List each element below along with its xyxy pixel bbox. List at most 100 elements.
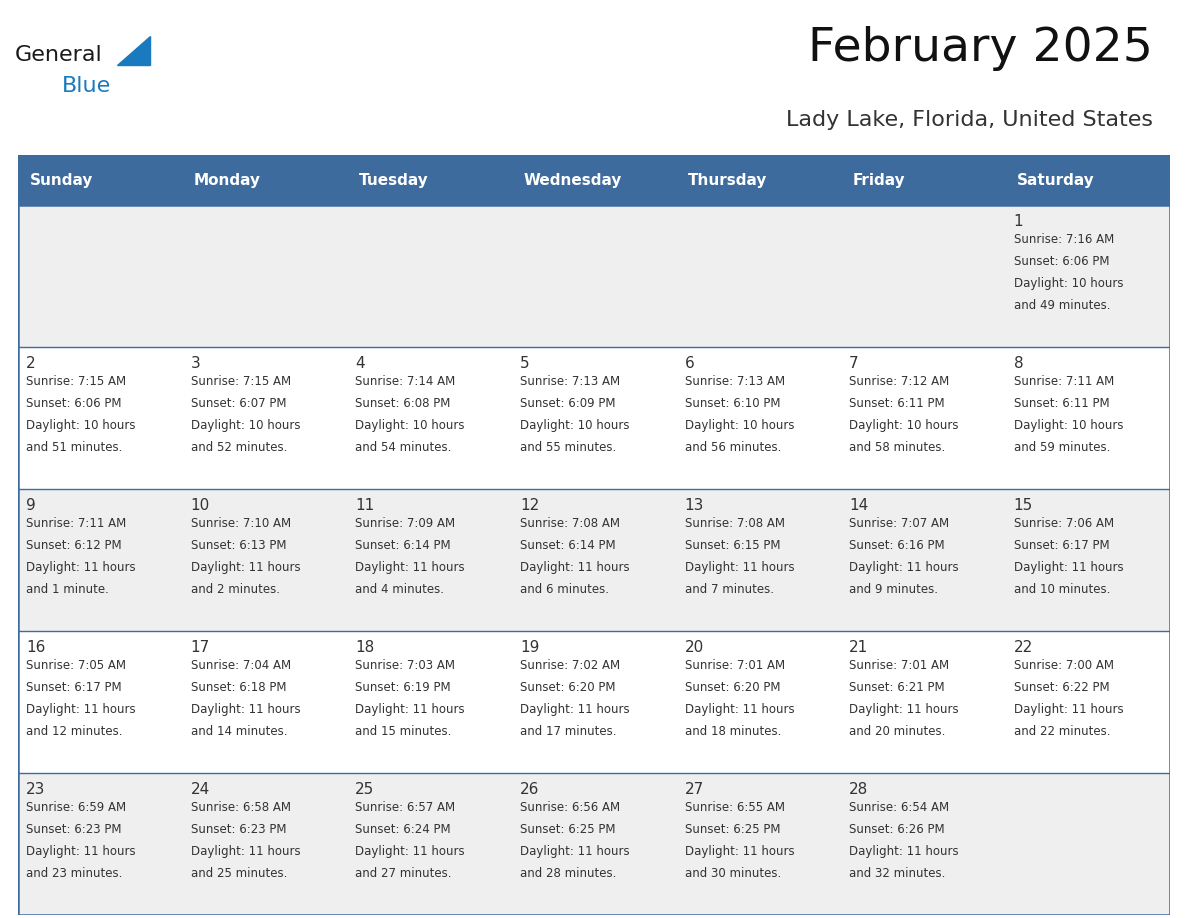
Text: 21: 21 (849, 640, 868, 655)
Text: 27: 27 (684, 781, 703, 797)
Bar (183, 773, 347, 915)
Text: and 55 minutes.: and 55 minutes. (520, 442, 617, 454)
Text: Daylight: 10 hours: Daylight: 10 hours (1013, 277, 1123, 290)
Text: Sunset: 6:23 PM: Sunset: 6:23 PM (26, 823, 121, 836)
Bar (676, 489, 841, 631)
Text: Sunrise: 7:03 AM: Sunrise: 7:03 AM (355, 659, 455, 672)
Text: 3: 3 (191, 355, 201, 371)
Text: 16: 16 (26, 640, 45, 655)
Text: and 32 minutes.: and 32 minutes. (849, 868, 946, 880)
Text: Sunset: 6:23 PM: Sunset: 6:23 PM (191, 823, 286, 836)
Text: Sunset: 6:08 PM: Sunset: 6:08 PM (355, 397, 450, 410)
Text: 9: 9 (26, 498, 36, 512)
Bar (676, 773, 841, 915)
Text: and 20 minutes.: and 20 minutes. (849, 725, 946, 738)
Bar (183, 347, 347, 489)
Text: Sunrise: 7:05 AM: Sunrise: 7:05 AM (26, 659, 126, 672)
Text: Daylight: 11 hours: Daylight: 11 hours (191, 703, 301, 716)
Text: Sunset: 6:12 PM: Sunset: 6:12 PM (26, 540, 122, 553)
Text: and 22 minutes.: and 22 minutes. (1013, 725, 1110, 738)
Text: Sunrise: 7:04 AM: Sunrise: 7:04 AM (191, 659, 291, 672)
Text: 22: 22 (1013, 640, 1032, 655)
Text: Sunrise: 7:11 AM: Sunrise: 7:11 AM (1013, 375, 1114, 388)
Text: 4: 4 (355, 355, 365, 371)
Text: Sunrise: 7:00 AM: Sunrise: 7:00 AM (1013, 659, 1113, 672)
Bar (1005, 347, 1170, 489)
Text: February 2025: February 2025 (808, 26, 1152, 71)
Text: 11: 11 (355, 498, 374, 512)
Text: Tuesday: Tuesday (359, 173, 429, 187)
Text: Daylight: 11 hours: Daylight: 11 hours (191, 562, 301, 575)
Text: Daylight: 11 hours: Daylight: 11 hours (26, 703, 135, 716)
Text: 13: 13 (684, 498, 703, 512)
Text: Daylight: 11 hours: Daylight: 11 hours (26, 562, 135, 575)
Text: Friday: Friday (852, 173, 905, 187)
Text: 8: 8 (1013, 355, 1023, 371)
Text: Daylight: 11 hours: Daylight: 11 hours (355, 703, 465, 716)
Bar (1005, 631, 1170, 773)
Bar (347, 489, 512, 631)
Polygon shape (116, 36, 150, 65)
Text: and 4 minutes.: and 4 minutes. (355, 584, 444, 597)
Text: Monday: Monday (194, 173, 261, 187)
Text: and 12 minutes.: and 12 minutes. (26, 725, 122, 738)
Text: and 17 minutes.: and 17 minutes. (520, 725, 617, 738)
Text: 10: 10 (191, 498, 210, 512)
Bar (18, 155, 183, 205)
Text: 15: 15 (1013, 498, 1032, 512)
Text: 25: 25 (355, 781, 374, 797)
Bar (676, 205, 841, 347)
Text: and 58 minutes.: and 58 minutes. (849, 442, 946, 454)
Text: Sunrise: 7:06 AM: Sunrise: 7:06 AM (1013, 518, 1114, 531)
Bar (347, 631, 512, 773)
Text: and 52 minutes.: and 52 minutes. (191, 442, 287, 454)
Text: Sunrise: 7:10 AM: Sunrise: 7:10 AM (191, 518, 291, 531)
Text: and 59 minutes.: and 59 minutes. (1013, 442, 1110, 454)
Text: Daylight: 10 hours: Daylight: 10 hours (355, 420, 465, 432)
Text: Sunset: 6:21 PM: Sunset: 6:21 PM (849, 681, 944, 694)
Text: Daylight: 11 hours: Daylight: 11 hours (849, 562, 959, 575)
Text: 23: 23 (26, 781, 45, 797)
Text: Sunrise: 7:13 AM: Sunrise: 7:13 AM (520, 375, 620, 388)
Text: Daylight: 11 hours: Daylight: 11 hours (684, 845, 794, 858)
Bar (512, 205, 676, 347)
Bar (841, 773, 1005, 915)
Text: Sunrise: 7:08 AM: Sunrise: 7:08 AM (520, 518, 620, 531)
Text: Daylight: 11 hours: Daylight: 11 hours (520, 562, 630, 575)
Bar (841, 155, 1005, 205)
Text: and 6 minutes.: and 6 minutes. (520, 584, 609, 597)
Text: Sunrise: 6:55 AM: Sunrise: 6:55 AM (684, 801, 784, 814)
Text: Sunrise: 7:08 AM: Sunrise: 7:08 AM (684, 518, 784, 531)
Bar (183, 155, 347, 205)
Text: and 2 minutes.: and 2 minutes. (191, 584, 280, 597)
Text: Daylight: 10 hours: Daylight: 10 hours (26, 420, 135, 432)
Text: 12: 12 (520, 498, 539, 512)
Text: Sunrise: 6:58 AM: Sunrise: 6:58 AM (191, 801, 291, 814)
Text: Sunset: 6:18 PM: Sunset: 6:18 PM (191, 681, 286, 694)
Text: Sunset: 6:25 PM: Sunset: 6:25 PM (520, 823, 615, 836)
Text: General: General (15, 45, 103, 65)
Bar (347, 347, 512, 489)
Text: Sunset: 6:13 PM: Sunset: 6:13 PM (191, 540, 286, 553)
Text: and 28 minutes.: and 28 minutes. (520, 868, 617, 880)
Text: Daylight: 11 hours: Daylight: 11 hours (1013, 562, 1124, 575)
Text: and 7 minutes.: and 7 minutes. (684, 584, 773, 597)
Text: and 14 minutes.: and 14 minutes. (191, 725, 287, 738)
Text: and 1 minute.: and 1 minute. (26, 584, 109, 597)
Text: Sunrise: 7:16 AM: Sunrise: 7:16 AM (1013, 233, 1114, 246)
Text: and 9 minutes.: and 9 minutes. (849, 584, 939, 597)
Text: Daylight: 10 hours: Daylight: 10 hours (1013, 420, 1123, 432)
Text: Sunrise: 7:12 AM: Sunrise: 7:12 AM (849, 375, 949, 388)
Text: 6: 6 (684, 355, 694, 371)
Text: Sunset: 6:14 PM: Sunset: 6:14 PM (520, 540, 615, 553)
Text: 24: 24 (191, 781, 210, 797)
Text: Sunset: 6:24 PM: Sunset: 6:24 PM (355, 823, 451, 836)
Text: and 27 minutes.: and 27 minutes. (355, 868, 451, 880)
Text: Daylight: 11 hours: Daylight: 11 hours (849, 703, 959, 716)
Bar (676, 347, 841, 489)
Text: Sunset: 6:22 PM: Sunset: 6:22 PM (1013, 681, 1110, 694)
Text: Sunset: 6:11 PM: Sunset: 6:11 PM (849, 397, 944, 410)
Text: Sunset: 6:07 PM: Sunset: 6:07 PM (191, 397, 286, 410)
Text: Daylight: 11 hours: Daylight: 11 hours (684, 562, 794, 575)
Bar (347, 205, 512, 347)
